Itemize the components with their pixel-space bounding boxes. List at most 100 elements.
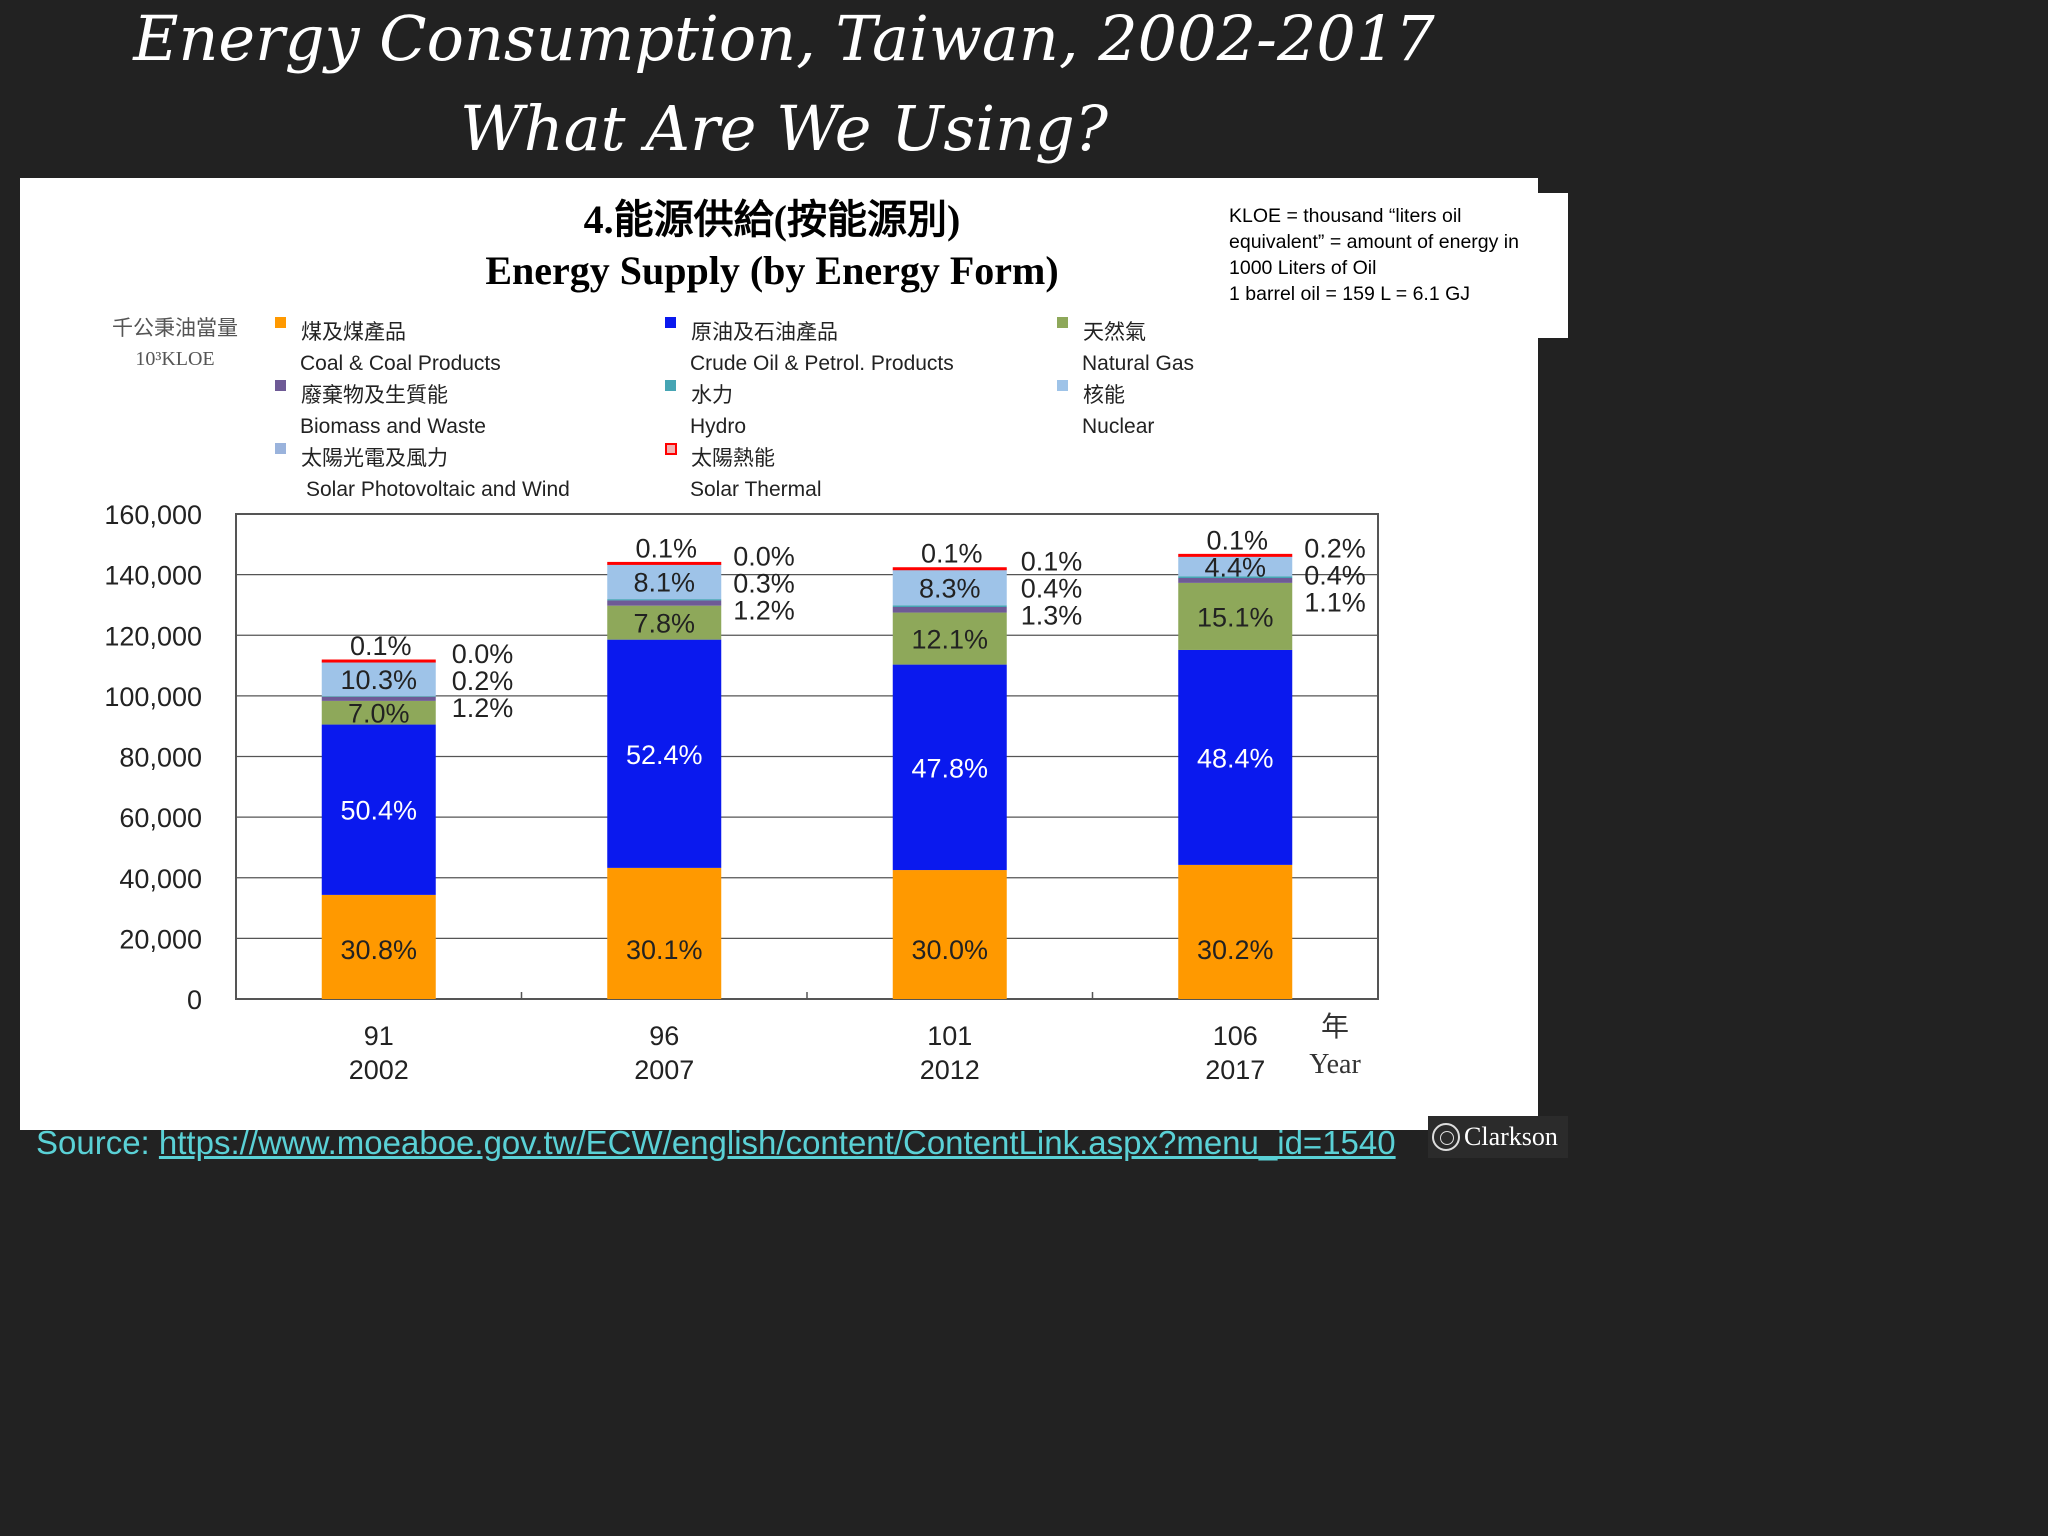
data-label: 0.2% (1304, 533, 1366, 563)
data-label: 47.8% (911, 753, 988, 783)
y-tick-label: 100,000 (104, 682, 202, 712)
data-label: 52.4% (626, 740, 703, 770)
bar-segment (892, 612, 1007, 665)
slide-subtitle: What Are We Using? (460, 92, 1108, 165)
legend-label-zh: 廢棄物及生質能 (301, 384, 448, 407)
legend-swatch (1057, 380, 1068, 391)
y-tick-label: 60,000 (119, 803, 202, 833)
y-tick-label: 40,000 (119, 864, 202, 894)
bar-segment (321, 894, 436, 999)
bar-segment (607, 600, 722, 606)
data-label: 0.2% (452, 666, 514, 696)
y-axis-label-zh: 千公秉油當量 (112, 316, 238, 340)
data-label: 0.4% (1304, 560, 1366, 590)
y-tick-label: 120,000 (104, 621, 202, 651)
bar-segment (1178, 864, 1293, 999)
source-link[interactable]: https://www.moeaboe.gov.tw/ECW/english/c… (158, 1124, 1396, 1161)
data-label: 0.3% (733, 568, 795, 598)
data-label: 1.3% (1021, 601, 1083, 631)
energy-supply-chart: 4.能源供給(按能源別) Energy Supply (by Energy For… (104, 197, 1379, 1085)
kloe-note: KLOE = thousand “liters oil equivalent” … (1220, 193, 1568, 338)
legend-swatch (275, 443, 286, 454)
x-tick-label-roc: 106 (1213, 1021, 1258, 1051)
y-tick-label: 80,000 (119, 743, 202, 773)
data-label: 30.0% (911, 935, 988, 965)
data-label: 0.1% (1021, 547, 1083, 577)
legend-label: Solar Photovoltaic and Wind (306, 478, 570, 501)
data-label: 12.1% (911, 625, 988, 655)
legend-swatch (665, 380, 676, 391)
bar-segment (607, 605, 722, 640)
legend-swatch (665, 443, 677, 455)
bar-segment (321, 724, 436, 895)
data-label: 0.4% (1021, 574, 1083, 604)
data-label: 50.4% (340, 796, 417, 826)
source-label: Source: (36, 1124, 159, 1161)
data-label: 48.4% (1197, 743, 1274, 773)
legend-swatch (665, 317, 676, 328)
data-label: 7.8% (633, 609, 695, 639)
x-tick-label-roc: 96 (649, 1021, 679, 1051)
bar-segment (607, 563, 722, 600)
x-tick-label: 2007 (634, 1055, 694, 1085)
note-line: KLOE = thousand “liters oil (1229, 205, 1462, 227)
data-label: 10.3% (340, 665, 417, 695)
legend-swatch (1057, 317, 1068, 328)
data-label: 30.8% (340, 935, 417, 965)
data-label: 30.1% (626, 935, 703, 965)
bar-segment (1178, 582, 1293, 650)
data-label: 1.2% (733, 595, 795, 625)
slide-title: Energy Consumption, Taiwan, 2002-2017 (133, 2, 1435, 75)
bar-segment (321, 661, 436, 697)
data-label: 30.2% (1197, 935, 1274, 965)
bar-segment (892, 567, 1007, 571)
data-label: 15.1% (1197, 602, 1274, 632)
bar-segment (321, 696, 436, 701)
legend-label: Solar Thermal (690, 478, 822, 501)
legend-label: Biomass and Waste (300, 415, 486, 438)
bar-segment (607, 599, 722, 601)
bar-segment (321, 696, 436, 697)
bar-segment (892, 569, 1007, 606)
legend-label: Coal & Coal Products (300, 352, 501, 375)
bar-segment (892, 605, 1007, 607)
data-label: 0.1% (350, 631, 412, 661)
data-label: 0.0% (733, 541, 795, 571)
legend-label: Natural Gas (1082, 352, 1194, 375)
legend-swatch (275, 317, 286, 328)
bar-segment (607, 561, 722, 565)
bar-segment (321, 659, 436, 663)
note-line: 1 barrel oil = 159 L = 6.1 GJ (1229, 283, 1471, 305)
legend-swatch (275, 380, 286, 391)
logo-text: Clarkson (1464, 1122, 1558, 1151)
bar-segment (607, 639, 722, 868)
x-axis-label-zh: 年 (1321, 1011, 1349, 1043)
x-axis-label: Year (1309, 1049, 1361, 1080)
bar-segment (892, 664, 1007, 871)
legend-label-zh: 天然氣 (1083, 321, 1146, 344)
legend-label-zh: 核能 (1083, 384, 1125, 407)
legend-label: Nuclear (1082, 415, 1154, 438)
bar-segment (1178, 553, 1293, 557)
university-seal-icon (1432, 1123, 1460, 1151)
x-tick-label: 2012 (920, 1055, 980, 1085)
bar-segment (892, 870, 1007, 999)
legend-label-zh: 太陽熱能 (691, 447, 775, 470)
legend-label-zh: 煤及煤產品 (301, 321, 406, 344)
data-label: 1.1% (1304, 587, 1366, 617)
data-label: 0.0% (452, 639, 514, 669)
legend-label-zh: 太陽光電及風力 (301, 447, 448, 470)
bar-segment (1178, 578, 1293, 583)
y-tick-label: 0 (187, 985, 202, 1015)
bar-segment (1178, 576, 1293, 579)
x-tick-label: 2017 (1205, 1055, 1265, 1085)
y-tick-label: 160,000 (104, 500, 202, 530)
bar-segment (1178, 649, 1293, 865)
x-tick-label: 2002 (349, 1055, 409, 1085)
data-label: 8.3% (919, 573, 981, 603)
data-label: 0.1% (921, 539, 983, 569)
legend-label-zh: 水力 (691, 384, 733, 407)
data-label: 0.1% (635, 533, 697, 563)
chart-title-zh: 4.能源供給(按能源別) (584, 197, 961, 242)
data-label: 1.2% (452, 693, 514, 723)
